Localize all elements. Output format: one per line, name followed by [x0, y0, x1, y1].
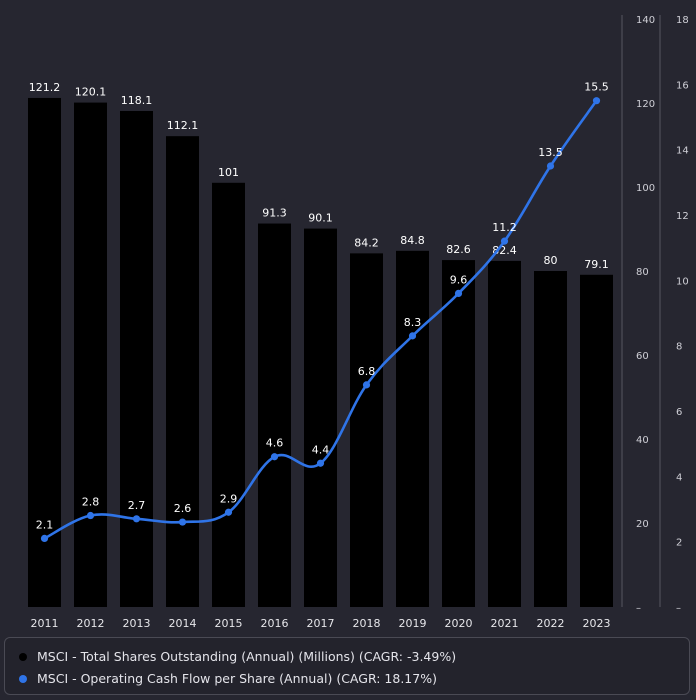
line-point-2017 [316, 459, 325, 467]
outer-y-tick-6: 6 [676, 407, 682, 418]
x-tick-label-2014: 2014 [169, 617, 197, 630]
x-tick-label-2012: 2012 [77, 617, 105, 630]
bar-2017 [304, 228, 337, 607]
bar-label-2012: 120.1 [75, 86, 107, 99]
legend: MSCI - Total Shares Outstanding (Annual)… [4, 637, 690, 695]
x-tick-label-2018: 2018 [353, 617, 381, 630]
legend-label-cash-flow: MSCI - Operating Cash Flow per Share (An… [37, 671, 437, 686]
line-point-2023 [592, 97, 601, 105]
bar-2013 [120, 110, 153, 607]
outer-y-tick-18: 18 [676, 15, 689, 26]
bar-label-2018: 84.2 [354, 236, 379, 249]
inner-y-tick-20: 20 [636, 519, 649, 530]
bar-label-2017: 90.1 [308, 212, 333, 225]
bar-labels-layer: 121.2 120.1 118.1 112.1 101 91.3 90.1 84.2 84.8 8… [29, 81, 609, 271]
x-tick-label-2016: 2016 [261, 617, 289, 630]
inner-y-tick-80: 80 [636, 267, 649, 278]
bar-label-2022: 80 [544, 254, 558, 267]
outer-y-tick-10: 10 [676, 276, 689, 287]
bar-label-2020: 82.6 [446, 243, 471, 256]
line-point-2015 [224, 508, 233, 516]
line-label-2015: 2.9 [220, 492, 238, 505]
line-points-layer [40, 97, 601, 543]
line-label-2016: 4.6 [266, 437, 284, 450]
line-labels-layer: 2.1 2.8 2.7 2.6 2.9 4.6 4.4 6.8 8.3 9.6 11.2 13.5 15… [36, 81, 609, 532]
bar-2021 [488, 260, 521, 607]
line-point-2011 [40, 534, 49, 543]
line-point-2014 [178, 518, 187, 526]
x-tick-label-2019: 2019 [399, 617, 427, 630]
bar-label-2013: 118.1 [121, 94, 153, 107]
bar-label-2014: 112.1 [167, 119, 199, 132]
outer-y-tick-zero-dash: – [676, 603, 681, 614]
bar-2018 [350, 253, 383, 608]
outer-y-tick-8: 8 [676, 342, 682, 353]
inner-y-tick-120: 120 [636, 99, 655, 110]
y-axes: 20 40 60 80 100 120 140 – 2 4 6 8 10 12 14 16 18 – [621, 15, 689, 614]
line-point-2016 [270, 453, 279, 461]
bar-2022 [534, 271, 567, 607]
bar-2016 [258, 223, 291, 608]
legend-item-shares[interactable]: MSCI - Total Shares Outstanding (Annual)… [19, 649, 456, 664]
x-tick-label-2011: 2011 [31, 617, 59, 630]
line-label-2023: 15.5 [584, 81, 609, 94]
inner-y-tick-60: 60 [636, 351, 649, 362]
legend-dot-shares [19, 652, 27, 661]
outer-y-tick-14: 14 [676, 146, 689, 157]
line-point-2022 [546, 162, 555, 170]
inner-y-tick-40: 40 [636, 435, 649, 446]
line-label-2021: 11.2 [492, 221, 517, 234]
line-label-2011: 2.1 [36, 518, 54, 531]
inner-y-tick-100: 100 [636, 183, 655, 194]
x-tick-label-2017: 2017 [307, 617, 335, 630]
bar-label-2023: 79.1 [584, 258, 609, 271]
line-point-2012 [86, 511, 95, 520]
legend-dot-cash-flow [19, 674, 27, 683]
x-tick-label-2013: 2013 [123, 617, 151, 630]
line-label-2019: 8.3 [404, 316, 422, 329]
inner-y-tick-zero-dash: – [636, 603, 641, 614]
line-label-2020: 9.6 [450, 273, 468, 286]
bar-label-2015: 101 [218, 166, 239, 179]
x-tick-label-2015: 2015 [215, 617, 243, 630]
x-tick-label-2020: 2020 [445, 617, 473, 630]
line-point-2013 [132, 515, 141, 523]
bar-2020 [442, 260, 475, 607]
line-point-2019 [408, 332, 417, 340]
x-tick-label-2022: 2022 [537, 617, 565, 630]
line-point-2021 [500, 237, 509, 245]
line-label-2022: 13.5 [538, 146, 563, 159]
legend-item-cash-flow[interactable]: MSCI - Operating Cash Flow per Share (An… [19, 671, 437, 686]
inner-y-tick-140: 140 [636, 15, 655, 26]
x-tick-label-2021: 2021 [491, 617, 519, 630]
chart-area: 121.2 120.1 118.1 112.1 101 91.3 90.1 84.2 84.8 8… [28, 15, 689, 630]
outer-y-tick-2: 2 [676, 538, 682, 549]
legend-label-shares: MSCI - Total Shares Outstanding (Annual)… [37, 649, 457, 664]
line-label-2017: 4.4 [312, 443, 330, 456]
outer-y-tick-16: 16 [676, 80, 689, 91]
bar-label-2016: 91.3 [262, 207, 287, 220]
outer-y-tick-12: 12 [676, 211, 689, 222]
line-point-2020 [454, 289, 463, 297]
line-label-2013: 2.7 [128, 499, 146, 512]
bar-2023 [580, 274, 613, 607]
line-point-2018 [362, 381, 371, 389]
bars-layer [28, 97, 613, 608]
bar-2015 [212, 182, 245, 608]
outer-y-tick-4: 4 [676, 472, 682, 483]
bar-label-2011: 121.2 [29, 81, 61, 94]
bar-2011 [28, 97, 61, 608]
line-label-2014: 2.6 [174, 502, 192, 515]
x-tick-label-2023: 2023 [583, 617, 611, 630]
x-axis-labels: 2011 2012 2013 2014 2015 2016 2017 2018 2019 2020… [31, 617, 611, 630]
line-label-2012: 2.8 [82, 496, 100, 509]
bar-2012 [74, 102, 107, 607]
bar-2014 [166, 136, 199, 607]
bar-2019 [396, 250, 429, 607]
line-label-2018: 6.8 [358, 365, 376, 378]
bar-label-2019: 84.8 [400, 234, 425, 247]
